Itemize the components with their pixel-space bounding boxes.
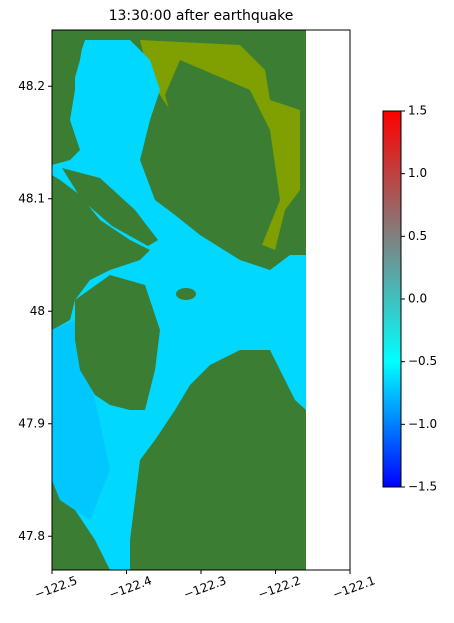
- island: [176, 288, 196, 300]
- colorbar-tick-label: 1.5: [408, 104, 427, 118]
- y-tick-label: 48.1: [18, 191, 45, 205]
- x-tick-label: −122.5: [33, 573, 80, 601]
- colorbar-tick-label: 0.5: [408, 229, 427, 243]
- y-tick-label: 47.9: [18, 416, 45, 430]
- colorbar-tick-label: 1.0: [408, 166, 427, 180]
- chart-title: 13:30:00 after earthquake: [109, 8, 294, 24]
- water: [52, 40, 306, 570]
- y-tick-label: 48.2: [18, 79, 45, 93]
- colorbar-tick-label: −1.5: [408, 480, 437, 494]
- x-tick-label: −122.4: [107, 573, 154, 601]
- y-tick-label: 48: [30, 304, 45, 318]
- x-tick-label: −122.1: [331, 573, 378, 601]
- water: [52, 320, 110, 520]
- x-tick-label: −122.3: [182, 573, 229, 601]
- colorbar-tick-label: −1.0: [408, 417, 437, 431]
- land: [62, 168, 158, 246]
- land: [52, 30, 85, 100]
- colorbar-tick-label: −0.5: [408, 354, 437, 368]
- x-tick-label: −122.2: [256, 573, 303, 601]
- map-raster: [52, 30, 306, 570]
- colorbar: [382, 110, 402, 488]
- y-tick-label: 47.8: [18, 529, 45, 543]
- land: [75, 275, 160, 410]
- colorbar-tick-label: 0.0: [408, 292, 427, 306]
- land: [165, 60, 280, 250]
